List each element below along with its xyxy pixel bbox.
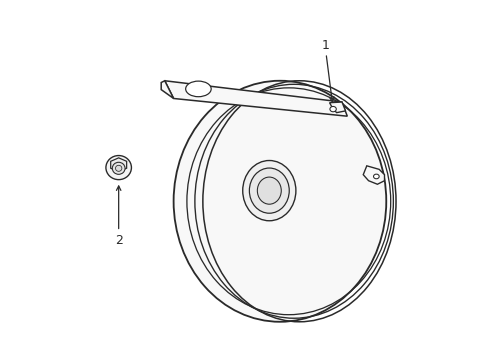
Ellipse shape [115, 165, 122, 171]
Ellipse shape [112, 162, 125, 174]
Text: 1: 1 [322, 39, 329, 52]
Ellipse shape [173, 81, 386, 322]
Polygon shape [164, 81, 346, 116]
Polygon shape [161, 81, 173, 99]
Text: 2: 2 [115, 234, 122, 247]
Polygon shape [363, 166, 384, 184]
Ellipse shape [257, 177, 281, 204]
Polygon shape [110, 158, 126, 172]
Ellipse shape [249, 168, 289, 213]
Ellipse shape [329, 107, 336, 112]
Ellipse shape [373, 174, 378, 179]
Ellipse shape [106, 156, 131, 180]
Ellipse shape [185, 81, 211, 97]
Ellipse shape [242, 161, 295, 221]
Polygon shape [329, 102, 345, 113]
